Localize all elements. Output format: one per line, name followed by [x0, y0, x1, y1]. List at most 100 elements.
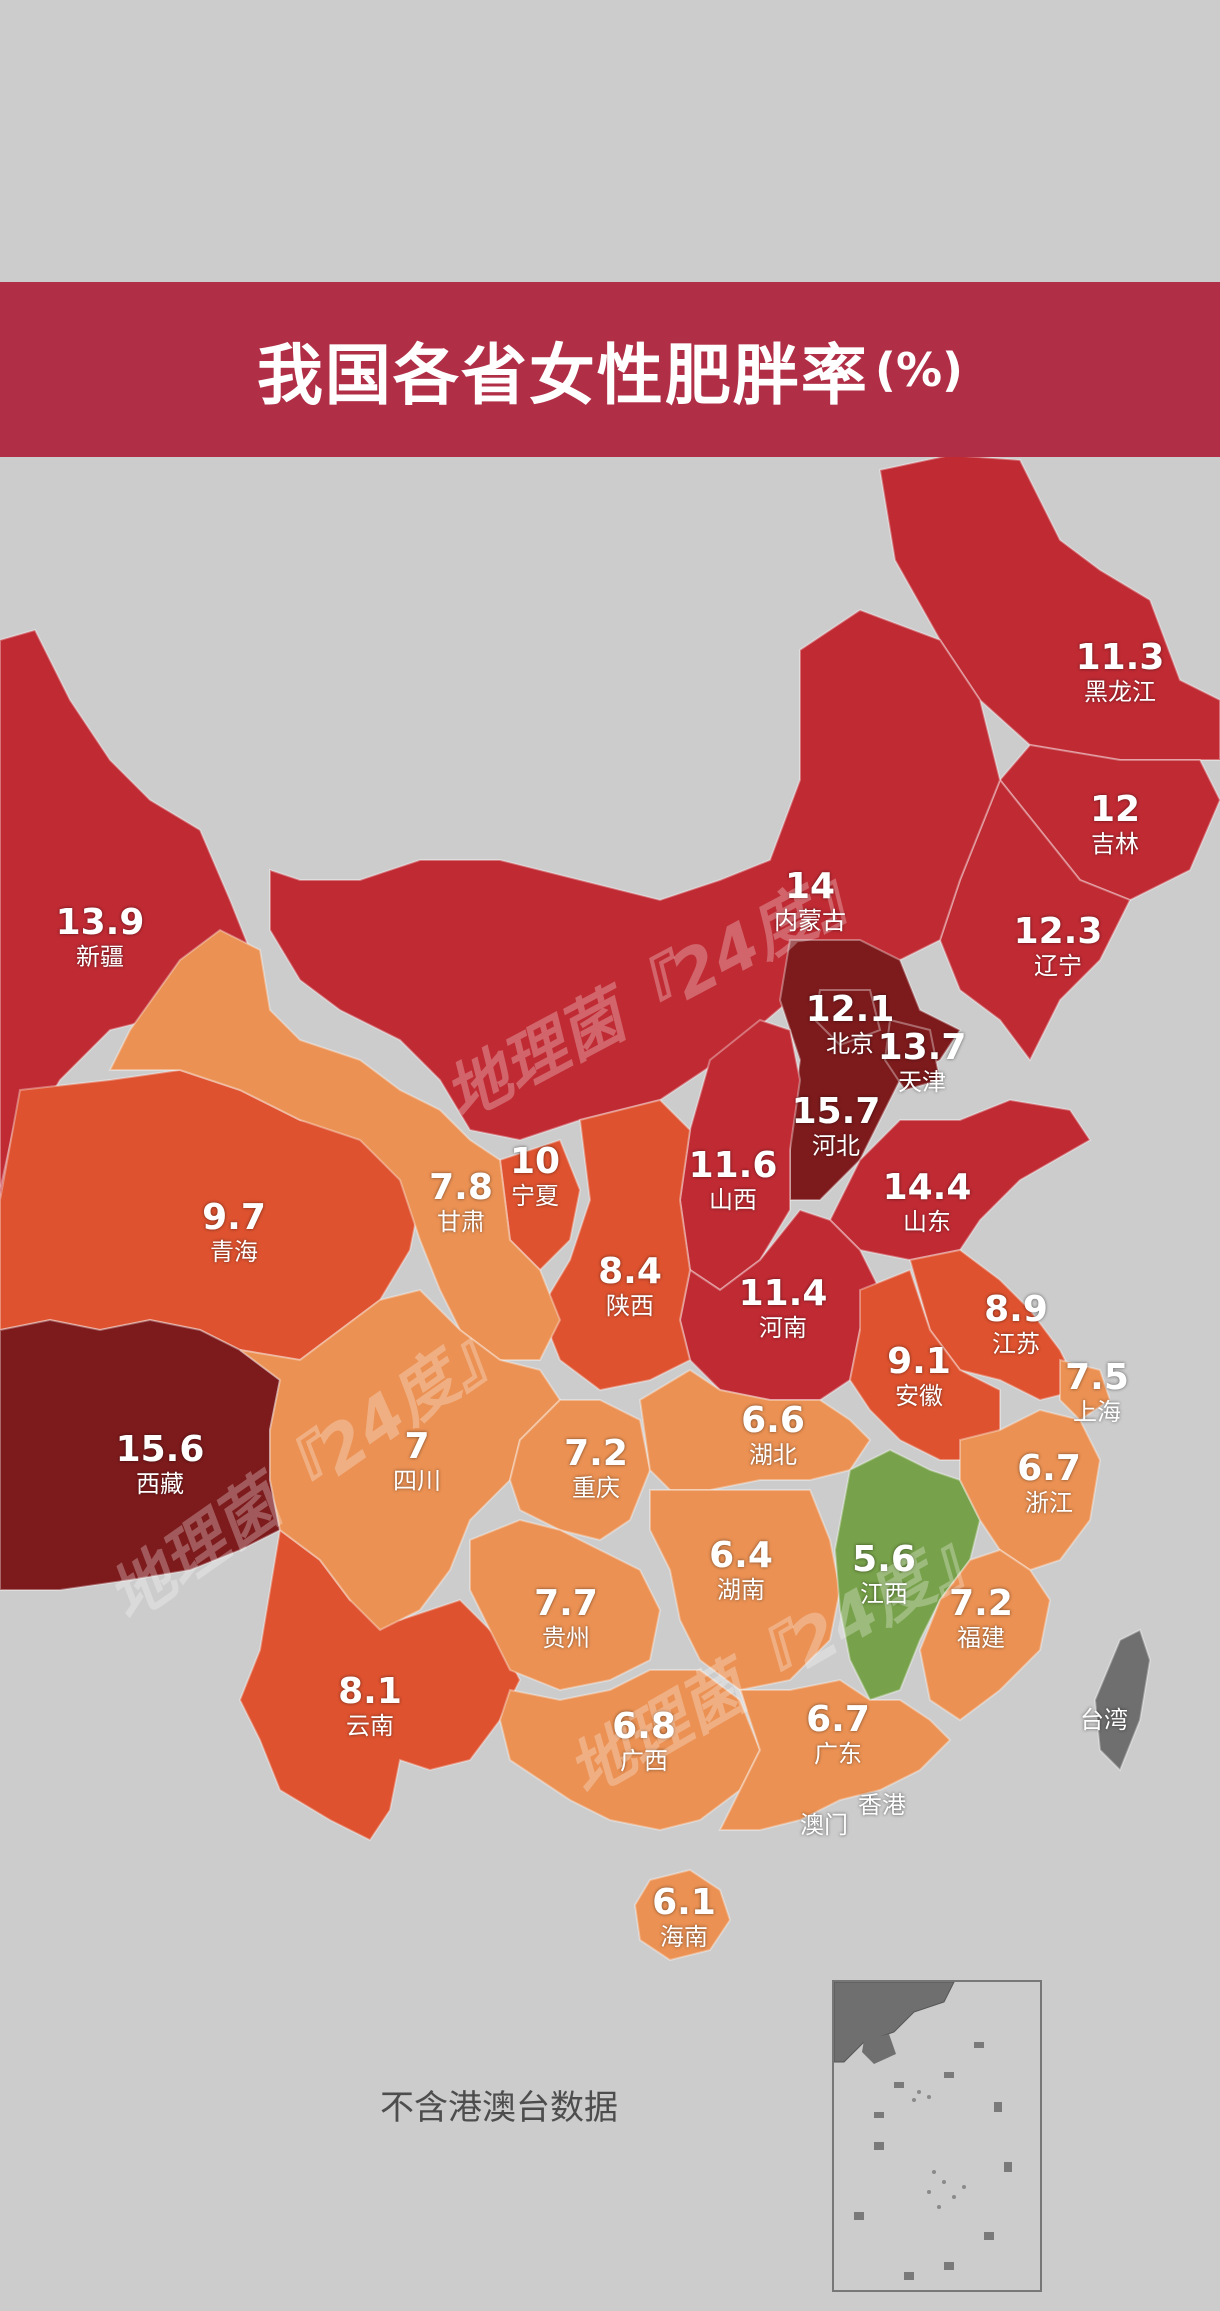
name-hongkong: 香港: [858, 1791, 906, 1819]
value-hainan: 6.1: [652, 1882, 716, 1923]
name-inner-mongolia: 内蒙古: [774, 907, 846, 935]
region-shaanxi: [538, 1098, 692, 1392]
label-hunan: 6.4 湖南: [709, 1535, 773, 1605]
region-chongqing: [508, 1399, 652, 1542]
value-beijing: 12.1: [805, 989, 895, 1030]
value-jiangsu: 8.9: [984, 1289, 1048, 1330]
region-shanxi: [678, 1018, 802, 1292]
name-shanxi: 山西: [708, 1186, 757, 1214]
region-sichuan: [239, 1288, 562, 1632]
name-shandong: 山东: [902, 1208, 951, 1236]
label-guangdong: 6.7 广东: [806, 1699, 870, 1769]
label-hainan: 6.1 海南: [652, 1882, 716, 1952]
region-shanghai: [1059, 1358, 1112, 1422]
inset-map: [833, 1981, 1012, 2280]
name-zhejiang: 浙江: [1025, 1489, 1073, 1517]
name-hubei: 湖北: [749, 1441, 797, 1469]
value-shandong: 14.4: [882, 1167, 972, 1208]
value-zhejiang: 6.7: [1017, 1448, 1081, 1489]
label-zhejiang: 6.7 浙江: [1017, 1448, 1081, 1518]
label-jiangxi: 5.6 江西: [852, 1539, 916, 1609]
label-fujian: 7.2 福建: [949, 1583, 1013, 1653]
region-guangxi: [498, 1669, 762, 1832]
value-guizhou: 7.7: [534, 1583, 598, 1624]
label-gansu: 7.8 甘肃: [429, 1168, 493, 1237]
value-fujian: 7.2: [949, 1583, 1013, 1624]
name-qinghai: 青海: [210, 1238, 258, 1266]
name-jiangsu: 江苏: [992, 1330, 1040, 1358]
region-guangdong: [718, 1678, 952, 1831]
region-ningxia: [498, 1138, 582, 1272]
label-inner-mongolia: 14 内蒙古: [774, 866, 846, 936]
value-sichuan: 7: [404, 1426, 430, 1467]
title-banner: 我国各省女性肥胖率 (%): [0, 282, 1220, 457]
label-sichuan: 7 四川: [393, 1426, 441, 1496]
value-hebei: 15.7: [791, 1091, 881, 1132]
label-jilin: 12 吉林: [1089, 789, 1141, 859]
label-hebei: 15.7 河北: [791, 1091, 881, 1161]
name-beijing: 北京: [825, 1030, 874, 1058]
footnote: 不含港澳台数据: [380, 2088, 618, 2128]
label-chongqing: 7.2 重庆: [564, 1433, 628, 1503]
value-hubei: 6.6: [741, 1400, 805, 1441]
value-shanghai: 7.5: [1065, 1357, 1129, 1398]
label-yunnan: 8.1 云南: [338, 1672, 402, 1741]
name-ningxia: 宁夏: [510, 1182, 559, 1210]
value-guangxi: 6.8: [612, 1706, 676, 1747]
name-yunnan: 云南: [346, 1712, 394, 1740]
label-xinjiang: 13.9 新疆: [55, 902, 145, 972]
value-guangdong: 6.7: [806, 1699, 870, 1740]
value-inner-mongolia: 14: [784, 866, 836, 907]
name-anhui: 安徽: [895, 1382, 943, 1410]
value-shanxi: 11.6: [688, 1145, 778, 1186]
name-chongqing: 重庆: [572, 1474, 620, 1502]
value-anhui: 9.1: [887, 1341, 951, 1382]
label-shaanxi: 8.4 陕西: [598, 1252, 662, 1321]
region-fujian: [918, 1548, 1052, 1722]
label-guangxi: 6.8 广西: [612, 1706, 676, 1776]
label-qinghai: 9.7 青海: [202, 1197, 266, 1267]
value-jiangxi: 5.6: [852, 1539, 916, 1580]
value-qinghai: 9.7: [202, 1197, 266, 1238]
name-tianjin: 天津: [897, 1068, 946, 1096]
name-liaoning: 辽宁: [1033, 952, 1082, 980]
label-heilongjiang: 11.3 黑龙江: [1075, 637, 1165, 707]
name-sichuan: 四川: [393, 1467, 441, 1495]
name-tibet: 西藏: [135, 1470, 184, 1498]
name-jilin: 吉林: [1090, 830, 1139, 858]
label-tibet: 15.6 西藏: [116, 1430, 205, 1499]
region-zhejiang: [959, 1408, 1102, 1572]
region-tianjin: [883, 1018, 942, 1092]
value-heilongjiang: 11.3: [1075, 637, 1165, 678]
value-tianjin: 13.7: [877, 1027, 967, 1068]
label-jiangsu: 8.9 江苏: [984, 1289, 1048, 1359]
value-liaoning: 12.3: [1013, 911, 1103, 952]
name-hebei: 河北: [811, 1132, 860, 1160]
name-guizhou: 贵州: [542, 1624, 590, 1652]
name-hunan: 湖南: [717, 1576, 765, 1604]
value-ningxia: 10: [509, 1141, 561, 1182]
value-henan: 11.4: [738, 1273, 828, 1314]
region-inner-mongolia: [269, 608, 1002, 1142]
name-heilongjiang: 黑龙江: [1083, 678, 1156, 706]
label-shanghai: 7.5 上海: [1065, 1357, 1129, 1427]
region-taiwan: [1093, 1628, 1152, 1772]
name-shaanxi: 陕西: [606, 1292, 654, 1320]
name-fujian: 福建: [957, 1624, 1005, 1652]
region-guizhou: [469, 1518, 662, 1692]
name-jiangxi: 江西: [860, 1580, 908, 1608]
value-hunan: 6.4: [709, 1535, 773, 1576]
name-gansu: 甘肃: [437, 1208, 485, 1236]
label-guizhou: 7.7 贵州: [534, 1583, 598, 1653]
region-beijing: [813, 989, 882, 1047]
name-guangdong: 广东: [814, 1740, 862, 1768]
name-macau: 澳门: [800, 1811, 848, 1839]
value-chongqing: 7.2: [564, 1433, 628, 1474]
label-liaoning: 12.3 辽宁: [1013, 911, 1103, 981]
value-jilin: 12: [1089, 789, 1141, 830]
label-ningxia: 10 宁夏: [509, 1141, 561, 1211]
region-hunan: [649, 1489, 842, 1692]
value-xinjiang: 13.9: [55, 902, 145, 943]
south-china-sea-inset: [832, 1980, 1042, 2292]
